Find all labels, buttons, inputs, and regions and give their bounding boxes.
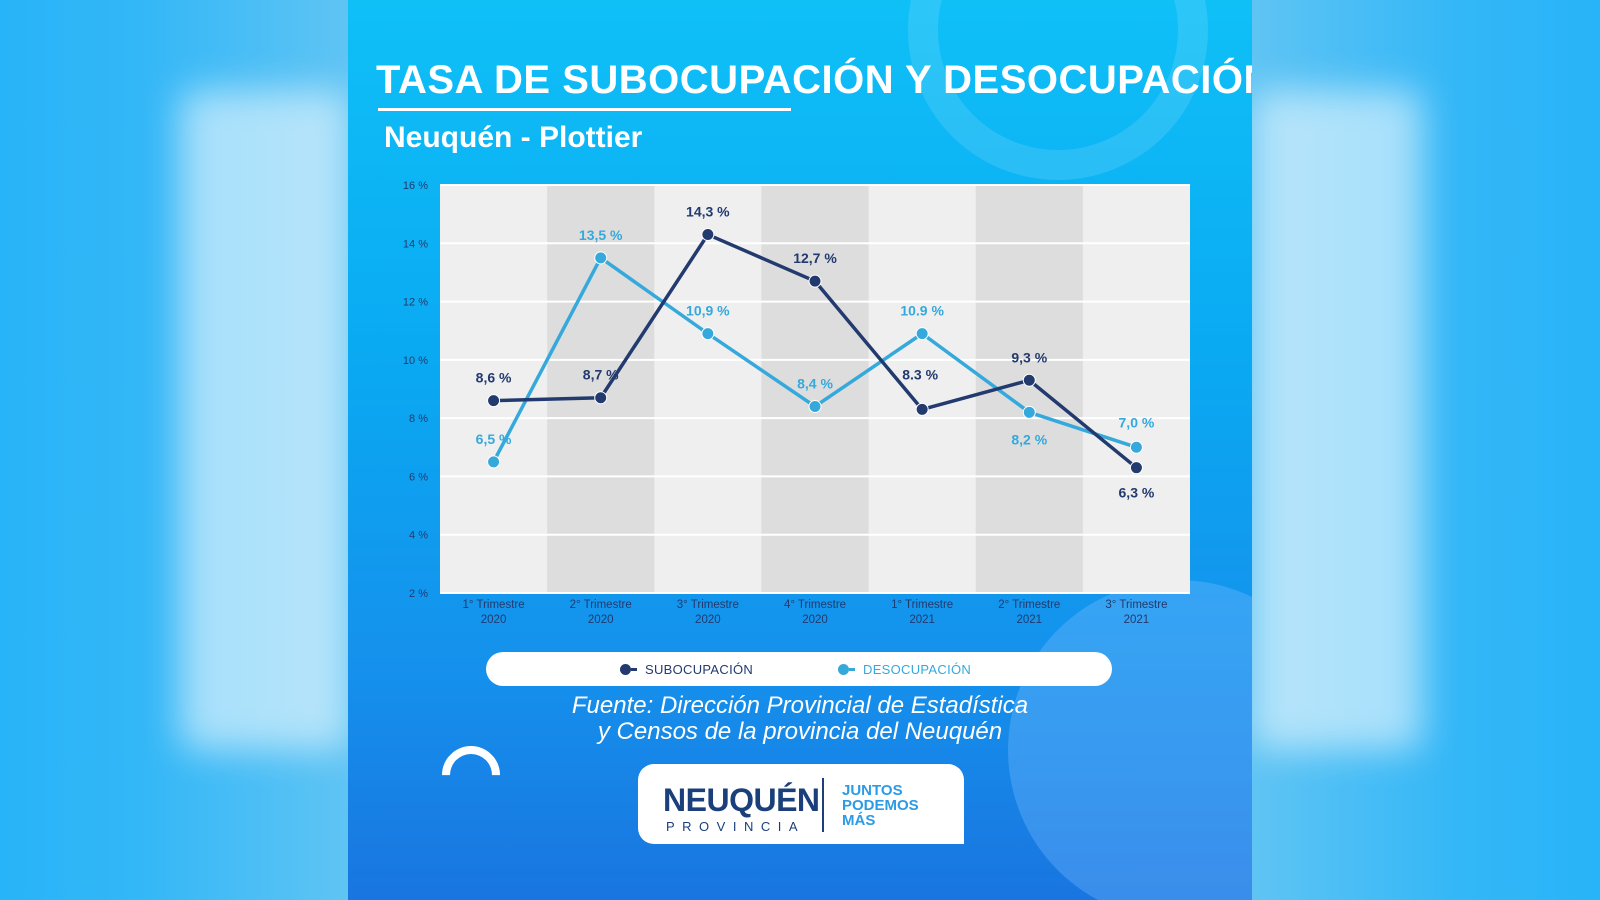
data-label: 10.9 % [900,303,944,319]
page-title: TASA DE SUBOCUPACIÓN Y DESOCUPACIÓN [376,58,1252,102]
data-point [808,274,822,288]
slogan-line: JUNTOS [842,782,903,799]
x-tick-label: 4° Trimestre [784,599,846,611]
column-band [547,185,655,593]
y-tick-label: 4 % [409,530,428,542]
source-line: y Censos de la provincia del Neuquén [597,718,1003,745]
data-label: 12,7 % [793,250,837,266]
data-point [1129,461,1143,475]
y-tick-label: 10 % [403,355,428,367]
x-tick-label: 2021 [1124,614,1150,626]
decorative-arc [429,733,513,817]
source-note: Fuente: Dirección Provincial de Estadíst… [348,693,1252,745]
data-label: 9,3 % [1011,349,1047,365]
slogan-line: MÁS [842,812,876,829]
y-tick-label: 14 % [403,238,428,250]
background-ghost-panel [1252,90,1422,750]
provincia-logo: NEUQUÉN PROVINCIA JUNTOS PODEMOS MÁS [638,764,964,844]
x-tick-label: 2020 [802,614,828,626]
x-tick-label: 2° Trimestre [998,599,1060,611]
legend-label: DESOCUPACIÓN [863,661,972,677]
background-right [1252,0,1600,900]
chart-legend: SUBOCUPACIÓN DESOCUPACIÓN [486,652,1112,686]
legend-item-desocupacion: DESOCUPACIÓN [838,652,971,686]
data-label: 6,5 % [476,431,512,447]
data-point [808,399,822,413]
data-point [701,327,715,341]
legend-item-subocupacion: SUBOCUPACIÓN [620,652,753,686]
data-point [1129,440,1143,454]
title-underline [378,108,791,111]
logo-subtitle: PROVINCIA [666,819,806,834]
legend-marker-icon [838,663,855,675]
background-left [0,0,350,900]
y-tick-label: 2 % [409,588,428,600]
logo-divider [822,778,824,832]
data-point [487,394,501,408]
data-point [487,455,501,469]
legend-marker-icon [620,663,637,675]
data-label: 13,5 % [579,227,623,243]
x-tick-label: 3° Trimestre [1105,599,1167,611]
data-point [594,391,608,405]
y-tick-label: 16 % [403,180,428,192]
data-label: 8,4 % [797,375,833,391]
line-chart: 16 % 14 % 12 % 10 % 8 % 6 % 4 % 2 % 1° Trimestre… [403,180,1190,626]
infographic-panel: TASA DE SUBOCUPACIÓN Y DESOCUPACIÓN Neuq… [348,0,1252,900]
x-tick-label: 1° Trimestre [463,599,525,611]
data-point [1022,373,1036,387]
x-tick-label: 2° Trimestre [570,599,632,611]
x-tick-label: 2020 [695,614,721,626]
data-label: 8,2 % [1011,431,1047,447]
page-subtitle: Neuquén - Plottier [384,121,643,154]
data-label: 14,3 % [686,204,730,220]
legend-label: SUBOCUPACIÓN [645,661,754,677]
data-label: 7,0 % [1119,414,1155,430]
data-point [701,228,715,242]
data-label: 10,9 % [686,303,730,319]
slogan-line: PODEMOS [842,797,919,814]
column-band [761,185,869,593]
y-tick-label: 6 % [409,471,428,483]
y-tick-label: 12 % [403,297,428,309]
data-label: 8.3 % [902,366,938,382]
data-label: 8,6 % [476,370,512,386]
source-line: Fuente: Dirección Provincial de Estadíst… [571,692,1029,719]
y-tick-label: 8 % [409,413,428,425]
logo-slogan: JUNTOS PODEMOS MÁS [842,783,919,828]
data-label: 8,7 % [583,367,619,383]
x-tick-label: 2020 [588,614,614,626]
x-tick-label: 3° Trimestre [677,599,739,611]
data-label: 6,3 % [1119,485,1155,501]
x-tick-label: 2021 [1016,614,1042,626]
data-point [915,327,929,341]
background-ghost-panel [180,90,350,750]
data-point [594,251,608,265]
data-point [1022,405,1036,419]
data-point [915,402,929,416]
x-tick-label: 2021 [909,614,935,626]
logo-wordmark: NEUQUÉN [663,782,820,818]
x-tick-label: 2020 [481,614,507,626]
x-tick-label: 1° Trimestre [891,599,953,611]
